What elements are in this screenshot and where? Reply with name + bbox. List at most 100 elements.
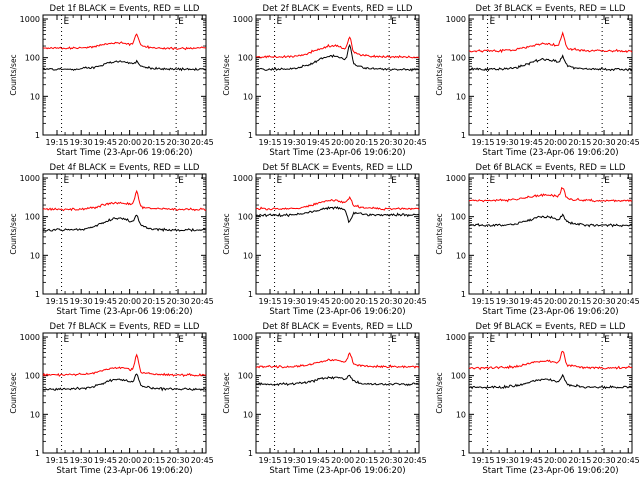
x-tick-label: 19:45 [94,297,117,306]
y-tick-label: 100 [451,372,466,381]
panel-title: Det 4f BLACK = Events, RED = LLD [50,163,200,173]
y-tick-label: 1000 [20,15,40,24]
event-marker-label: E [391,17,397,27]
x-tick-label: 20:30 [380,297,403,306]
y-tick-label: 1 [35,290,40,299]
y-tick-label: 1 [248,131,253,140]
y-tick-label: 100 [238,213,253,222]
x-axis-label: Start Time (23-Apr-06 19:06:20) [269,466,405,476]
x-tick-label: 20:15 [355,138,378,147]
lld-series-line [42,353,207,378]
x-tick-label: 19:45 [94,456,117,465]
x-tick-label: 20:00 [118,138,141,147]
lld-series-line [42,189,207,212]
plot-frame [42,14,207,136]
y-tick-label: 10 [456,92,466,101]
y-tick-label: 1000 [446,333,466,342]
y-tick-label: 10 [243,410,253,419]
x-tick-label: 20:45 [404,456,427,465]
y-tick-label: 10 [30,410,40,419]
event-marker-label: E [178,176,184,186]
y-tick-label: 10 [30,92,40,101]
y-axis-label: Counts/sec [222,372,231,413]
x-tick-label: 20:30 [380,138,403,147]
y-axis-label: Counts/sec [9,213,18,254]
y-tick-label: 1000 [20,174,40,183]
lld-series-line [255,195,420,211]
lld-series-line [468,31,633,54]
y-tick-label: 1 [461,131,466,140]
x-tick-label: 20:15 [142,297,165,306]
event-marker-label: E [490,176,496,186]
lld-series-line [468,350,633,371]
event-marker-label: E [604,335,610,345]
x-axis-label: Start Time (23-Apr-06 19:06:20) [56,307,192,317]
plot-frame [42,332,207,454]
x-tick-label: 20:15 [142,138,165,147]
plot-frame [255,14,420,136]
panel-title: Det 2f BLACK = Events, RED = LLD [263,4,413,14]
detector-panel-9: Det 9f BLACK = Events, RED = LLD 1 10 100 10… [435,322,640,476]
y-axis-label: Counts/sec [435,54,444,95]
panel-title: Det 3f BLACK = Events, RED = LLD [476,4,626,14]
lld-series-line [42,33,207,51]
x-axis-label: Start Time (23-Apr-06 19:06:20) [56,466,192,476]
events-series-line [255,374,420,387]
y-tick-label: 1 [35,131,40,140]
panel-title: Det 7f BLACK = Events, RED = LLD [50,322,200,332]
event-marker-label: E [64,335,70,345]
y-axis-label: Counts/sec [435,213,444,254]
x-tick-label: 19:30 [496,138,519,147]
y-tick-label: 100 [25,372,40,381]
x-tick-label: 19:15 [471,456,494,465]
event-marker-label: E [64,176,70,186]
detector-panel-7: Det 7f BLACK = Events, RED = LLD 1 10 100 10… [9,322,214,476]
event-marker-label: E [391,335,397,345]
y-tick-label: 1000 [446,174,466,183]
x-tick-label: 19:45 [307,297,330,306]
x-tick-label: 19:45 [520,297,543,306]
plot-frame [468,173,633,295]
x-tick-label: 19:30 [70,297,93,306]
x-tick-label: 20:45 [191,297,214,306]
panel-title: Det 6f BLACK = Events, RED = LLD [476,163,626,173]
x-tick-label: 20:30 [593,297,616,306]
x-tick-label: 20:15 [355,297,378,306]
detector-panel-2: Det 2f BLACK = Events, RED = LLD 1 10 100 10… [222,4,427,158]
x-tick-label: 19:15 [258,297,281,306]
plot-frame [255,173,420,295]
x-tick-label: 20:00 [118,456,141,465]
x-tick-label: 19:45 [520,456,543,465]
x-tick-label: 20:15 [568,456,591,465]
events-series-line [255,206,420,224]
x-tick-label: 19:15 [258,138,281,147]
y-tick-label: 1 [461,290,466,299]
x-tick-label: 20:15 [568,138,591,147]
x-tick-label: 19:15 [45,138,68,147]
events-series-line [469,213,633,228]
x-tick-label: 20:00 [544,456,567,465]
x-tick-label: 20:45 [617,456,640,465]
x-tick-label: 19:45 [520,138,543,147]
event-marker-label: E [64,17,70,27]
x-axis-label: Start Time (23-Apr-06 19:06:20) [56,148,192,158]
events-series-line [42,373,207,392]
x-tick-label: 20:15 [142,456,165,465]
event-marker-label: E [391,176,397,186]
panel-title: Det 9f BLACK = Events, RED = LLD [476,322,626,332]
x-tick-label: 19:15 [45,456,68,465]
x-tick-label: 19:15 [471,138,494,147]
x-tick-label: 19:45 [307,456,330,465]
x-tick-label: 20:45 [404,138,427,147]
lld-series-line [255,352,420,369]
event-marker-label: E [277,17,283,27]
x-tick-label: 20:30 [380,456,403,465]
x-tick-label: 19:30 [70,456,93,465]
x-axis-label: Start Time (23-Apr-06 19:06:20) [269,148,405,158]
lld-series-line [255,36,420,59]
event-marker-label: E [178,17,184,27]
x-tick-label: 20:00 [544,138,567,147]
x-tick-label: 20:00 [331,297,354,306]
detector-panel-6: Det 6f BLACK = Events, RED = LLD 1 10 100 10… [435,163,640,317]
event-marker-label: E [277,335,283,345]
